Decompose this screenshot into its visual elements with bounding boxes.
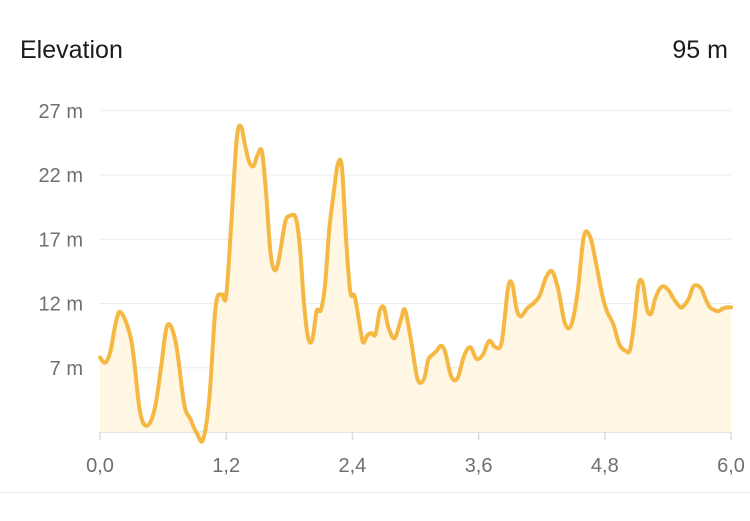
y-tick-label: 17 m <box>39 229 83 251</box>
y-tick-label: 12 m <box>39 294 83 316</box>
bottom-divider <box>0 492 750 493</box>
total-elevation: 95 m <box>672 35 728 64</box>
chart-header: Elevation 95 m <box>20 30 728 70</box>
tick-labels: 27 m 22 m 17 m 12 m 7 m 0,0 1,2 2,4 3,6 4,8 6,0 <box>39 101 745 477</box>
y-tick-label: 27 m <box>39 101 83 123</box>
area-layer <box>98 123 733 444</box>
x-tick-label: 1,2 <box>212 455 240 477</box>
elevation-line <box>98 123 733 444</box>
x-tick-label: 2,4 <box>338 455 366 477</box>
x-tick-label: 0,0 <box>86 455 114 477</box>
x-tick-label: 3,6 <box>465 455 493 477</box>
chart-title: Elevation <box>20 35 123 64</box>
x-tick-label: 6,0 <box>717 455 745 477</box>
elevation-area <box>100 125 731 442</box>
x-tick-label: 4,8 <box>591 455 619 477</box>
y-tick-label: 7 m <box>50 358 83 380</box>
y-tick-label: 22 m <box>39 165 83 187</box>
